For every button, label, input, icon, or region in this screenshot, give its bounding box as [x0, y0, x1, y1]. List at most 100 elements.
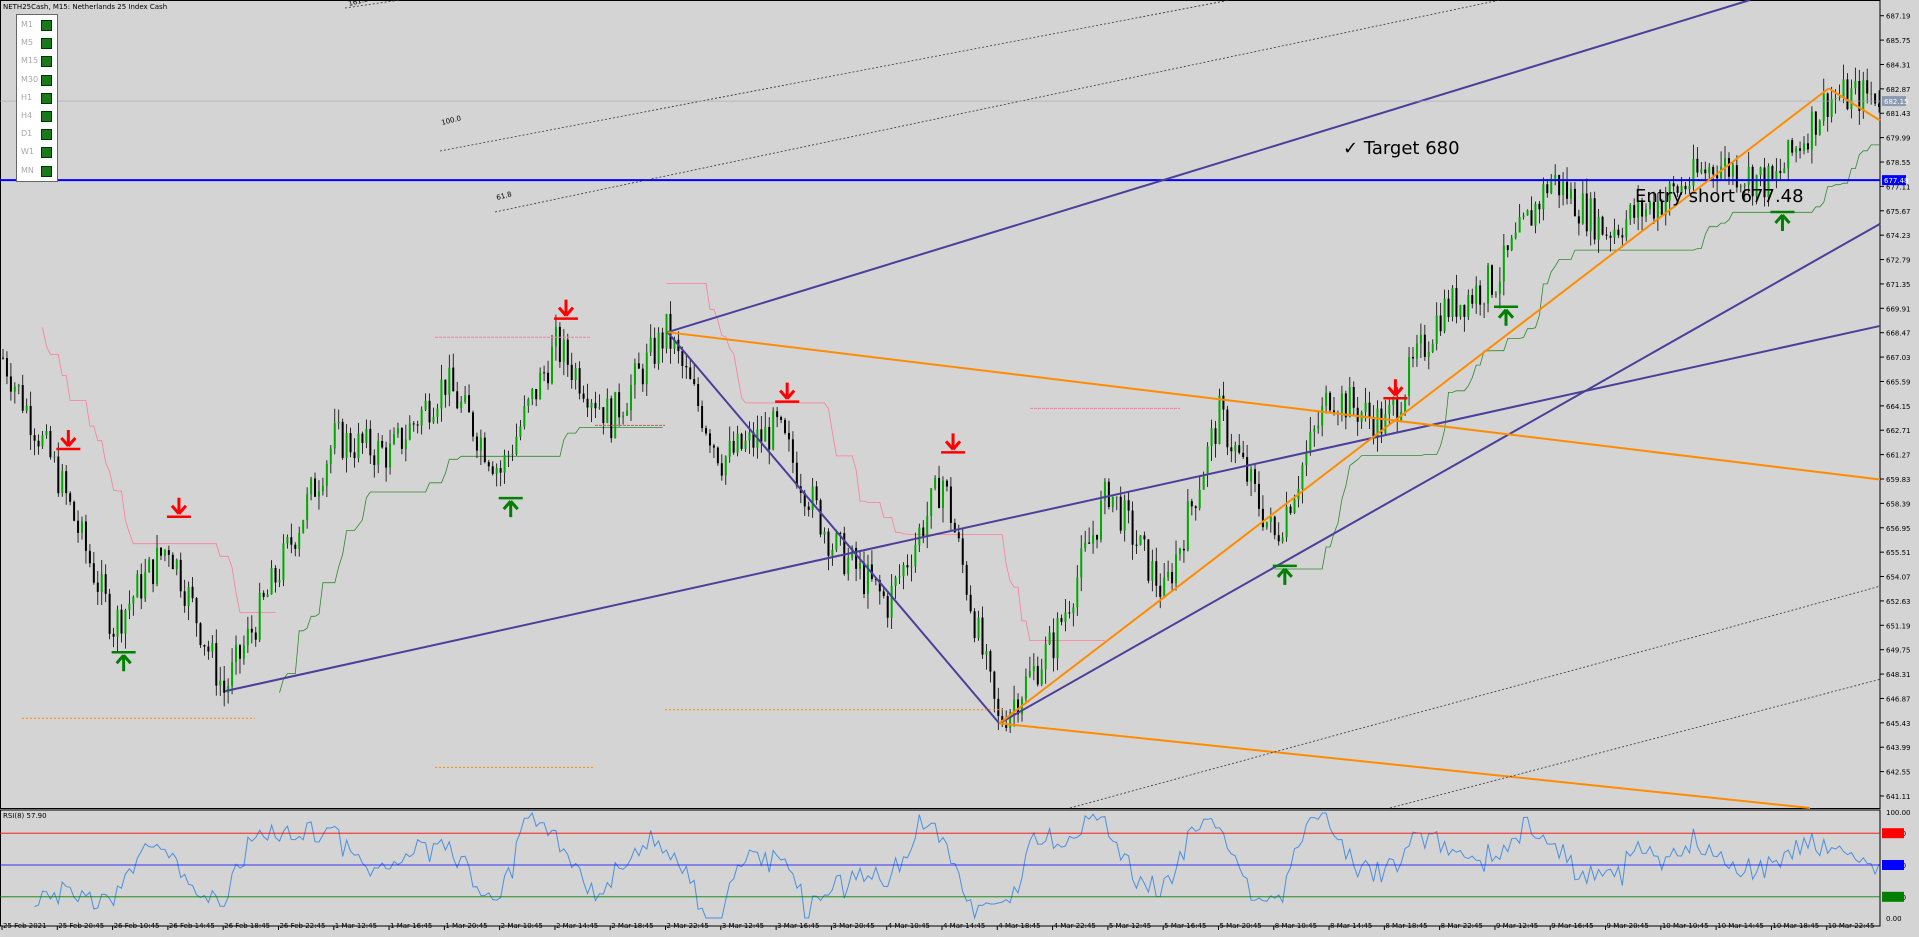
candle: [712, 443, 715, 459]
timeframe-m15[interactable]: M15: [21, 53, 55, 68]
timeframe-toggle-icon[interactable]: [41, 74, 52, 86]
timeframe-label: M30: [21, 74, 39, 84]
timeframe-toggle-icon[interactable]: [41, 38, 52, 50]
time-tick-label: 9 Mar 12:45: [1496, 922, 1538, 930]
candle: [306, 487, 309, 529]
candle: [1400, 402, 1403, 423]
candle: [926, 501, 929, 549]
candle: [45, 424, 48, 439]
candle: [957, 524, 960, 542]
candle: [1040, 658, 1043, 687]
sell-arrow-icon: [56, 430, 81, 451]
candle: [1325, 385, 1328, 414]
candle: [1581, 181, 1584, 225]
timeframe-toggle-icon[interactable]: [41, 129, 52, 141]
price-tick-label: 661.27: [1886, 452, 1911, 460]
candle: [535, 388, 538, 407]
timeframe-d1[interactable]: D1: [21, 126, 55, 141]
sell-arrow-icon: [554, 299, 578, 320]
candle: [1364, 387, 1367, 422]
timeframe-mn[interactable]: MN: [21, 163, 55, 178]
candle: [1854, 67, 1857, 95]
timeframe-h1[interactable]: H1: [21, 90, 55, 105]
timeframe-m1[interactable]: M1: [21, 17, 55, 32]
candle: [317, 480, 320, 510]
price-tick-label: 659.83: [1886, 476, 1911, 484]
candle: [1684, 181, 1687, 195]
timeframe-h4[interactable]: H4: [21, 108, 55, 123]
candle: [136, 570, 139, 598]
candle: [1652, 191, 1655, 224]
candle: [53, 451, 56, 463]
candle: [88, 544, 91, 568]
timeframe-label: M5: [21, 38, 33, 48]
candle: [1329, 391, 1332, 414]
candle: [653, 327, 656, 369]
price-tick-label: 655.51: [1886, 549, 1911, 557]
candle: [764, 411, 767, 442]
candle: [744, 430, 747, 452]
candle: [1467, 289, 1470, 321]
fib-label: 100.0: [441, 114, 462, 127]
candle: [1068, 600, 1071, 619]
timeframe-toggle-icon[interactable]: [41, 165, 52, 177]
timeframe-toggle-icon[interactable]: [41, 111, 52, 122]
candle: [1633, 198, 1636, 224]
candle: [724, 455, 727, 485]
candle: [1475, 276, 1478, 314]
timeframe-toggle-icon[interactable]: [41, 92, 52, 104]
candle: [1261, 495, 1264, 531]
candle: [1779, 158, 1782, 180]
candle: [1092, 520, 1095, 554]
candle: [1392, 396, 1395, 416]
candle: [29, 391, 32, 450]
candle: [1858, 69, 1861, 125]
candle: [475, 432, 478, 459]
trailing-stop-lower-1: [279, 427, 663, 693]
price-tick-label: 642.55: [1886, 769, 1911, 777]
candle: [748, 421, 751, 454]
timeframe-toggle-icon[interactable]: [41, 56, 52, 68]
candle: [1131, 501, 1134, 560]
time-tick-label: 8 Mar 14:45: [1330, 922, 1372, 930]
candle: [1277, 522, 1280, 546]
candle: [373, 449, 376, 478]
candle: [1641, 197, 1644, 232]
window-title: NETH25Cash, M15: Netherlands 25 Index Ca…: [3, 3, 167, 11]
candle: [1510, 234, 1513, 252]
timeframe-m30[interactable]: M30: [21, 72, 55, 87]
candle: [282, 534, 285, 587]
time-tick-label: 26 Feb 14:45: [169, 922, 215, 930]
timeframe-toggle-icon[interactable]: [41, 20, 52, 31]
candle: [787, 420, 790, 452]
sell-arrow-icon: [775, 382, 800, 403]
candle: [827, 528, 830, 571]
candle: [1139, 534, 1142, 546]
candle: [993, 670, 996, 713]
candle: [1344, 390, 1347, 430]
price-tick-label: 682.87: [1886, 86, 1911, 94]
rsi-level-tag: [1882, 860, 1904, 870]
timeframe-panel: M1 M5 M15 M30 H1 H4 D1 W1 MN: [16, 14, 58, 182]
timeframe-toggle-icon[interactable]: [41, 147, 52, 159]
candle: [77, 510, 80, 543]
candle: [1747, 151, 1750, 194]
timeframe-m5[interactable]: M5: [21, 35, 55, 50]
candle: [1084, 530, 1087, 552]
price-axis: 687.19 685.75 684.31 682.87 681.43 679.99 678.…: [0, 13, 1911, 923]
candle: [321, 477, 324, 496]
candle: [1143, 531, 1146, 551]
candle: [167, 545, 170, 567]
timeframe-w1[interactable]: W1: [21, 144, 55, 159]
candle: [1198, 475, 1201, 511]
candle: [531, 387, 534, 406]
candle: [1799, 141, 1802, 159]
candle: [1088, 527, 1091, 544]
fib-label: 161.8: [348, 0, 369, 8]
price-tick-label: 658.39: [1886, 500, 1911, 508]
candle: [495, 463, 498, 487]
price-tick-label: 654.07: [1886, 574, 1911, 582]
price-tick-label: 648.31: [1886, 671, 1911, 679]
